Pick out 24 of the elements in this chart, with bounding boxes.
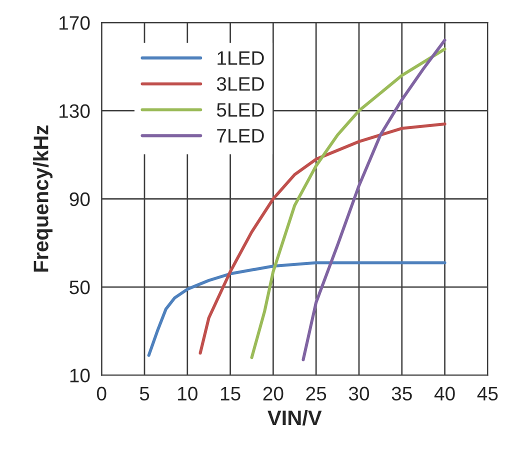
legend-label: 7LED [217,129,264,142]
x-tick-label: 15 [220,386,240,401]
x-tick-label: 30 [348,386,370,401]
line-series [302,38,446,362]
line-series [198,122,446,355]
y-tick-label: 10 [70,368,90,382]
x-tick-label: 5 [140,386,150,401]
x-tick-label: 25 [306,386,326,401]
y-tick-label: 90 [70,192,90,206]
x-tick-label: 10 [178,386,198,401]
x-tick-label: 45 [477,386,498,401]
legend-label: 1LED [218,51,264,65]
legend-label: 5LED [216,103,264,117]
y-tick-label: 130 [60,104,90,118]
line-series [147,261,446,357]
y-axis-title: Frequency/kHz [33,126,52,272]
x-tick-label: 20 [263,386,284,401]
legend-label: 3LED [216,77,264,91]
x-tick-label: 0 [96,386,106,401]
x-tick-label: 35 [392,386,412,401]
x-tick-label: 40 [434,386,455,401]
y-tick-label: 170 [60,16,90,30]
y-tick-label: 50 [70,280,90,294]
x-axis-title: VIN/V [268,410,322,426]
